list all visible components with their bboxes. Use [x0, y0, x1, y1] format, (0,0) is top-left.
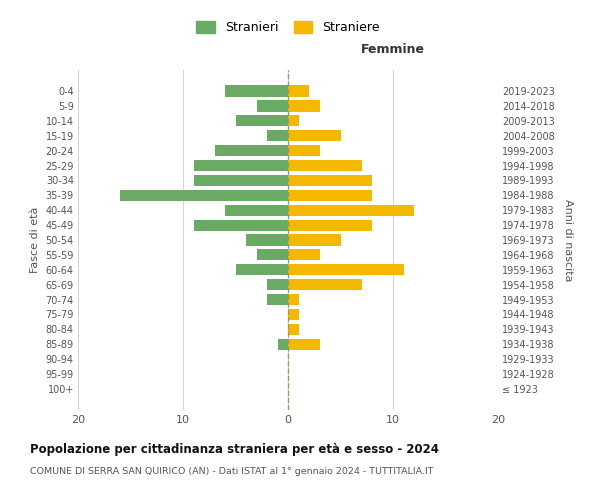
Bar [288, 250, 320, 260]
Bar [288, 160, 361, 171]
Bar [288, 145, 320, 156]
Bar [288, 86, 309, 96]
Bar [193, 175, 288, 186]
Bar [215, 145, 288, 156]
Bar [257, 100, 288, 112]
Bar [288, 309, 299, 320]
Y-axis label: Fasce di età: Fasce di età [30, 207, 40, 273]
Bar [246, 234, 288, 246]
Bar [288, 130, 341, 141]
Bar [288, 279, 361, 290]
Bar [288, 338, 320, 350]
Bar [225, 86, 288, 96]
Bar [277, 338, 288, 350]
Bar [288, 324, 299, 335]
Bar [288, 100, 320, 112]
Text: Femmine: Femmine [361, 44, 425, 57]
Y-axis label: Anni di nascita: Anni di nascita [563, 198, 574, 281]
Bar [288, 294, 299, 305]
Text: COMUNE DI SERRA SAN QUIRICO (AN) - Dati ISTAT al 1° gennaio 2024 - TUTTITALIA.IT: COMUNE DI SERRA SAN QUIRICO (AN) - Dati … [30, 468, 433, 476]
Bar [288, 175, 372, 186]
Bar [288, 220, 372, 230]
Bar [235, 115, 288, 126]
Bar [288, 190, 372, 201]
Bar [267, 294, 288, 305]
Legend: Stranieri, Straniere: Stranieri, Straniere [191, 16, 385, 40]
Bar [193, 220, 288, 230]
Bar [193, 160, 288, 171]
Bar [288, 264, 404, 276]
Bar [225, 204, 288, 216]
Bar [120, 190, 288, 201]
Bar [288, 234, 341, 246]
Bar [288, 115, 299, 126]
Bar [257, 250, 288, 260]
Bar [267, 130, 288, 141]
Text: Popolazione per cittadinanza straniera per età e sesso - 2024: Popolazione per cittadinanza straniera p… [30, 442, 439, 456]
Bar [288, 204, 414, 216]
Bar [267, 279, 288, 290]
Bar [235, 264, 288, 276]
